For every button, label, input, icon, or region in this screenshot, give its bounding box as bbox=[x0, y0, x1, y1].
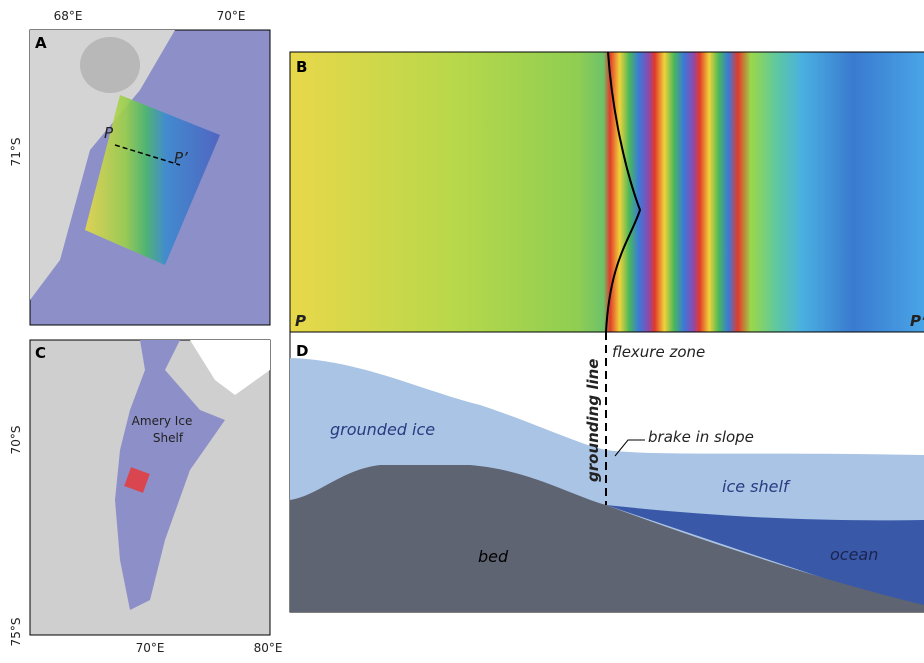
profile-start: P bbox=[104, 124, 114, 142]
panel-label: B bbox=[296, 58, 307, 76]
annotation: grounding line bbox=[584, 359, 602, 482]
lat-tick: 71°S bbox=[9, 138, 23, 167]
panel-label: D bbox=[296, 342, 308, 360]
lat-tick: 75°S bbox=[9, 618, 23, 647]
panel-label: A bbox=[35, 34, 47, 52]
profile-end: P’ bbox=[910, 312, 924, 330]
panel-a: P P’ A 68°E 70°E 71°S bbox=[9, 9, 270, 325]
lon-tick: 80°E bbox=[254, 641, 283, 655]
profile-end: P’ bbox=[174, 149, 188, 167]
lon-tick: 68°E bbox=[54, 9, 83, 23]
place-label: Amery Ice bbox=[132, 414, 193, 428]
panel-c: Amery Ice Shelf C 70°S 75°S 70°E 80°E bbox=[9, 340, 282, 655]
panel-d: D flexure zone grounding line brake in s… bbox=[290, 332, 924, 612]
place-label: Shelf bbox=[153, 431, 184, 445]
layer-label: bed bbox=[478, 547, 509, 566]
page: P P’ A 68°E 70°E 71°S Amery Ice Shelf C … bbox=[0, 0, 924, 663]
layer-label: ocean bbox=[830, 545, 878, 564]
layer-label: ice shelf bbox=[722, 477, 791, 496]
panel-b: B P P’ bbox=[290, 52, 924, 332]
profile-start: P bbox=[295, 312, 306, 330]
figure: P P’ A 68°E 70°E 71°S Amery Ice Shelf C … bbox=[0, 0, 924, 663]
interferogram bbox=[290, 52, 924, 332]
annotation: brake in slope bbox=[648, 428, 754, 446]
lat-tick: 70°S bbox=[9, 426, 23, 455]
lon-tick: 70°E bbox=[136, 641, 165, 655]
panel-label: C bbox=[35, 344, 46, 362]
annotation: flexure zone bbox=[612, 343, 705, 361]
lon-tick: 70°E bbox=[217, 9, 246, 23]
glacier bbox=[80, 37, 140, 93]
layer-label: grounded ice bbox=[330, 420, 435, 439]
